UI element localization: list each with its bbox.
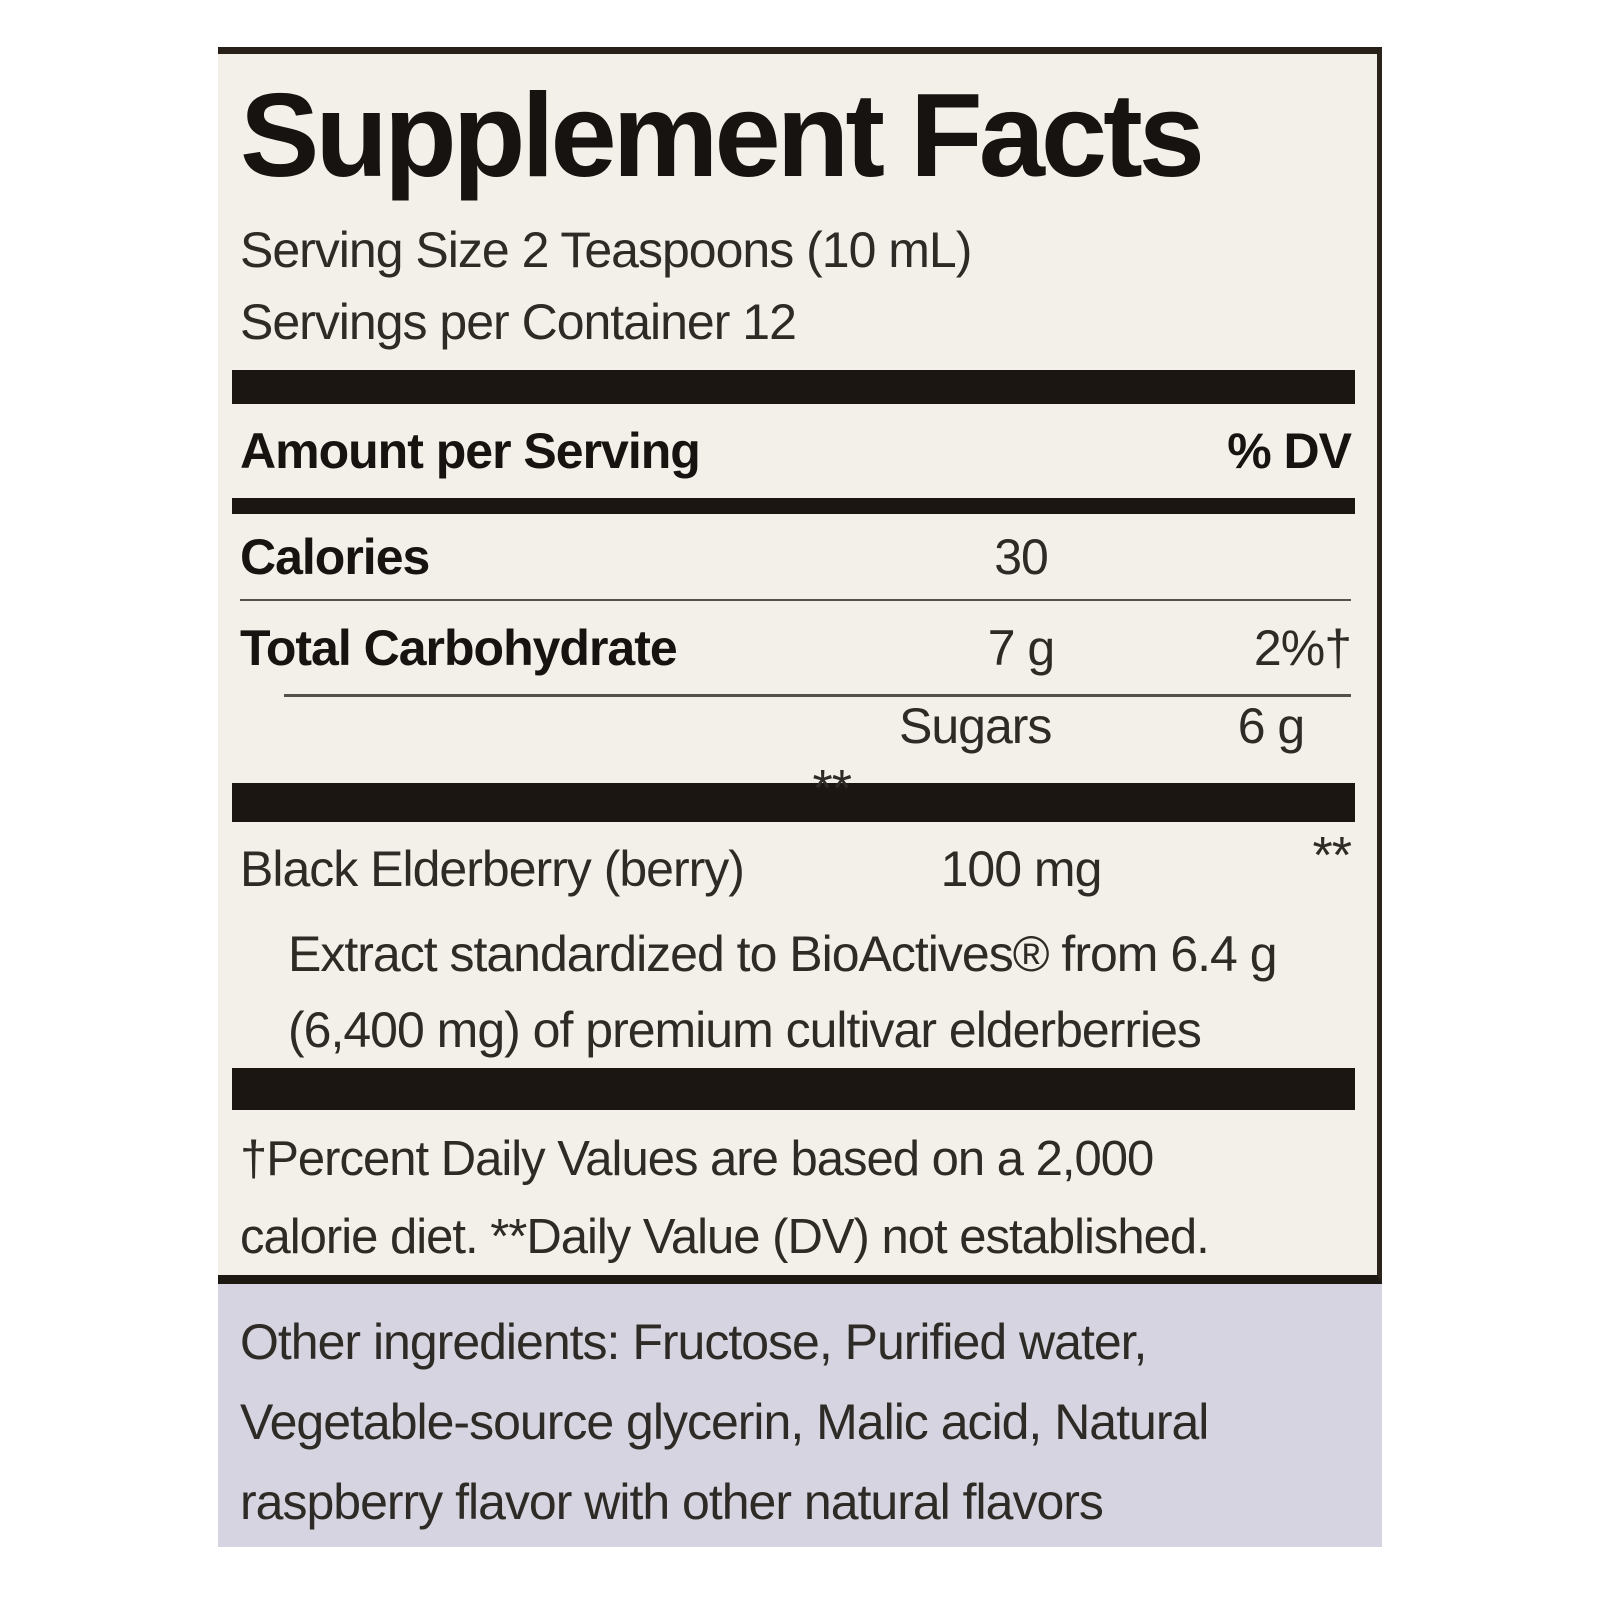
table-row-sugars: Sugars 6 g ** — [240, 697, 1351, 815]
divider-bar-bottom — [232, 1068, 1355, 1110]
percent-dv-label: % DV — [1227, 423, 1352, 479]
amount-per-serving-label: Amount per Serving — [240, 423, 701, 479]
extract-note-line-2: (6,400 mg) of premium cultivar elderberr… — [288, 1002, 1202, 1058]
other-ingredients-line-2: Vegetable-source glycerin, Malic acid, N… — [240, 1394, 1209, 1450]
other-ingredients-line-1: Other ingredients: Fructose, Purified wa… — [240, 1314, 1147, 1370]
calories-label: Calories — [240, 528, 430, 585]
other-ingredients-panel: Other ingredients: Fructose, Purified wa… — [218, 1284, 1382, 1547]
serving-size-text: Serving Size 2 Teaspoons (10 mL) — [240, 222, 972, 278]
footnote-line-2: calorie diet. **Daily Value (DV) not est… — [240, 1210, 1210, 1264]
calories-amount: 30 — [994, 528, 1049, 585]
sugars-dv: ** — [812, 760, 852, 818]
black-elderberry-amount: 100 mg — [940, 841, 1103, 897]
footnote-line-1: †Percent Daily Values are based on a 2,0… — [240, 1132, 1154, 1186]
total-carbohydrate-amount: 7 g — [987, 619, 1056, 676]
serving-info: Serving Size 2 Teaspoons (10 mL) Serving… — [240, 214, 1351, 358]
divider-bar-header — [232, 498, 1355, 514]
black-elderberry-label: Black Elderberry (berry) — [240, 841, 745, 897]
supplement-facts-title: Supplement Facts — [240, 69, 1205, 202]
elderberry-extract-note: Extract standardized to BioActives® from… — [240, 916, 1351, 1068]
sugars-label: Sugars — [899, 698, 1052, 754]
daily-value-footnote: †Percent Daily Values are based on a 2,0… — [240, 1120, 1351, 1276]
divider-bar-middle — [232, 783, 1355, 822]
total-carbohydrate-label: Total Carbohydrate — [240, 619, 678, 676]
divider-bar-top — [232, 370, 1355, 404]
total-carbohydrate-dv: 2%† — [1253, 619, 1352, 676]
table-row-calories: Calories 30 — [240, 514, 1351, 601]
other-ingredients-line-3: raspberry flavor with other natural flav… — [240, 1474, 1104, 1530]
table-row-total-carbohydrate: Total Carbohydrate 7 g 2%† — [240, 601, 1352, 697]
table-row-black-elderberry: Black Elderberry (berry) 100 mg ** — [240, 822, 1352, 916]
servings-per-container-text: Servings per Container 12 — [240, 294, 797, 350]
black-elderberry-dv: ** — [1312, 827, 1352, 885]
amount-header-row: Amount per Serving % DV — [240, 404, 1352, 498]
sugars-amount: 6 g — [1237, 698, 1306, 754]
supplement-facts-panel: Supplement Facts Serving Size 2 Teaspoon… — [218, 47, 1382, 1284]
extract-note-line-1: Extract standardized to BioActives® from… — [288, 926, 1278, 982]
